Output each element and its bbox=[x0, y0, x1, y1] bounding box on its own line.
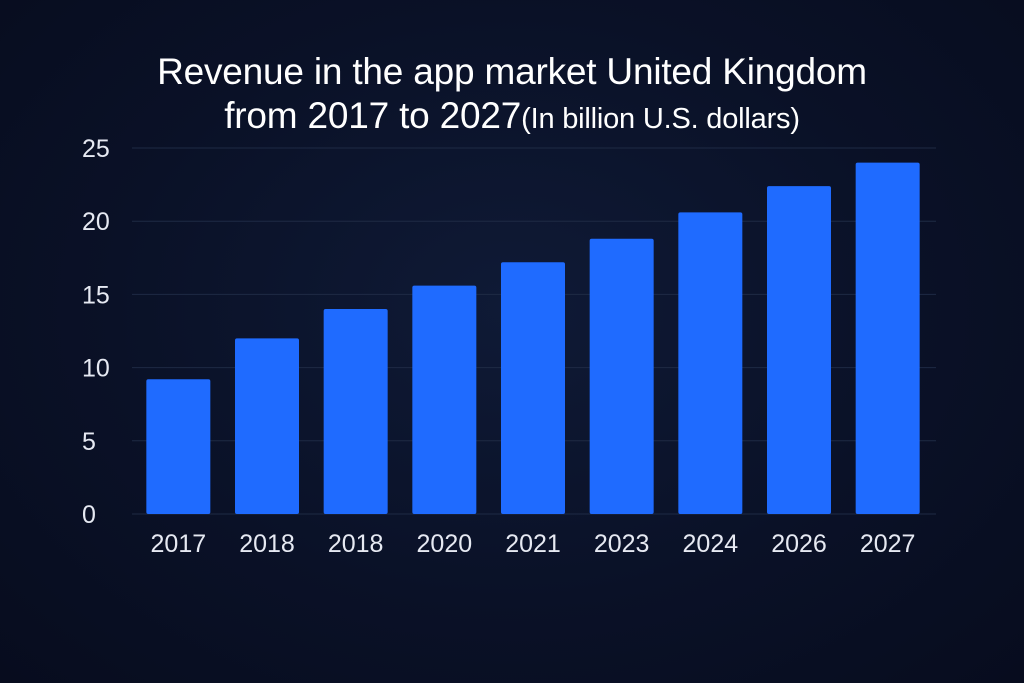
bar bbox=[678, 212, 743, 514]
bar bbox=[855, 162, 920, 514]
x-tick-label: 2018 bbox=[328, 530, 384, 558]
y-tick-label: 10 bbox=[82, 355, 110, 383]
bar bbox=[323, 309, 388, 514]
chart-title-line1: Revenue in the app market United Kingdom bbox=[157, 51, 867, 92]
bar bbox=[589, 238, 654, 514]
x-tick-label: 2026 bbox=[771, 530, 827, 558]
bar bbox=[501, 262, 565, 514]
x-tick-label: 2021 bbox=[505, 530, 561, 558]
x-tick-label: 2024 bbox=[683, 530, 739, 558]
x-tick-label: 2023 bbox=[594, 530, 650, 558]
bar bbox=[767, 186, 831, 514]
bar bbox=[412, 285, 477, 514]
chart-title-line2-wrap: from 2017 to 2027(In billion U.S. dollar… bbox=[0, 94, 1024, 141]
x-axis: 2017 2018 2018 2020 2021 2023 2024 2026 2027 bbox=[151, 530, 916, 558]
x-tick-label: 2027 bbox=[860, 530, 916, 558]
x-tick-label: 2020 bbox=[417, 530, 473, 558]
x-tick-label: 2017 bbox=[151, 530, 207, 558]
y-tick-label: 0 bbox=[82, 501, 96, 529]
bar bbox=[235, 338, 299, 514]
y-tick-label: 25 bbox=[82, 135, 110, 163]
bar bbox=[146, 379, 211, 514]
y-axis: 0 5 10 15 20 25 bbox=[82, 135, 110, 529]
chart-subtitle: (In billion U.S. dollars) bbox=[521, 103, 800, 135]
chart-title: Revenue in the app market United Kingdom… bbox=[0, 50, 1024, 141]
chart-title-line2: from 2017 to 2027 bbox=[224, 95, 522, 136]
x-tick-label: 2018 bbox=[239, 530, 295, 558]
bars bbox=[146, 162, 920, 514]
y-tick-label: 5 bbox=[82, 428, 96, 456]
y-tick-label: 20 bbox=[82, 208, 110, 236]
y-tick-label: 15 bbox=[82, 281, 110, 309]
